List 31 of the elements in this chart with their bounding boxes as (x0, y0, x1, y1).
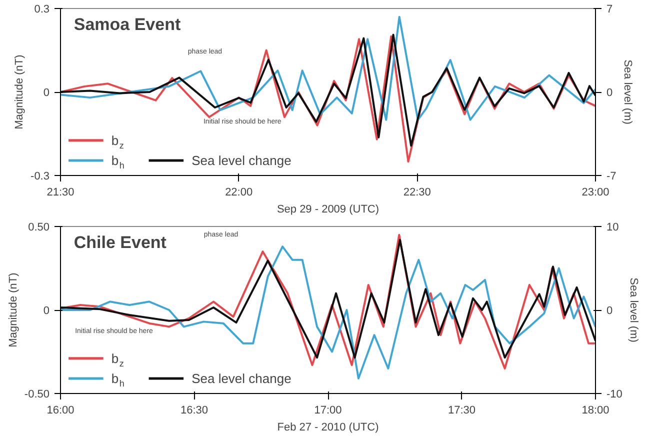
y-tick-label: -0.50 (24, 388, 50, 400)
y-tick-label: 0 (43, 305, 50, 317)
y-tick-label: 0.3 (34, 4, 50, 16)
x-tick-label: 22:00 (225, 186, 253, 198)
y2-tick-label: 10 (606, 222, 619, 234)
y-tick-label: 0 (43, 87, 50, 99)
x-tick-label: 22:30 (403, 186, 431, 198)
x-tick-label: 17:00 (314, 404, 342, 416)
chart-title: Chile Event (74, 233, 167, 252)
y2-tick-label: 0 (606, 87, 613, 99)
y-axis-title: Magnitude (nT) (14, 54, 26, 130)
x-axis-title: Sep 29 - 2009 (UTC) (276, 204, 380, 216)
x-axis-title: Feb 27 - 2010 (UTC) (277, 422, 379, 434)
y2-tick-label: -10 (606, 388, 622, 400)
x-tick-label: 17:30 (448, 404, 476, 416)
legend-label: Sea level change (192, 370, 292, 386)
x-tick-label: 16:00 (46, 404, 74, 416)
x-tick-label: 21:30 (46, 186, 74, 198)
y-axis-title: Magnitude (nT) (7, 272, 20, 348)
y2-axis-title: Sea level (m) (627, 278, 640, 342)
y2-axis-title: Sea level (m) (621, 60, 634, 124)
legend-label: Sea level change (192, 152, 292, 168)
y2-tick-label: 7 (606, 4, 613, 16)
y2-tick-label: 0 (606, 305, 613, 317)
chart-title: Samoa Event (74, 15, 181, 34)
x-tick-label: 23:00 (582, 186, 610, 198)
y-tick-label: 0.50 (28, 222, 50, 234)
y2-tick-label: -7 (606, 170, 616, 182)
x-tick-label: 16:30 (180, 404, 208, 416)
y-tick-label: -0.3 (30, 170, 50, 182)
x-tick-label: 18:00 (582, 404, 610, 416)
